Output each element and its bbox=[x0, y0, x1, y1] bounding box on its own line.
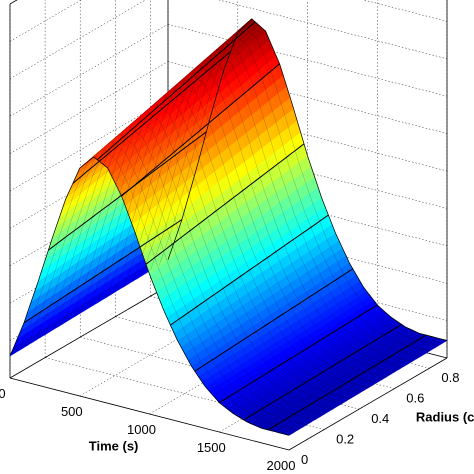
x-tick-label: 0 bbox=[0, 386, 6, 401]
mesh-line-time bbox=[170, 214, 329, 326]
mesh-line-radius bbox=[115, 64, 395, 373]
surface-edge bbox=[9, 156, 290, 436]
mesh-line-radius bbox=[44, 126, 325, 415]
mesh-line-radius bbox=[80, 95, 360, 394]
y-tick-label: 0.6 bbox=[406, 391, 424, 406]
y-tick-label: 0.2 bbox=[336, 432, 354, 447]
mesh-line-radius bbox=[159, 26, 439, 346]
grid-line bbox=[9, 0, 82, 42]
grid-line bbox=[45, 357, 325, 430]
axes-box-edge bbox=[9, 285, 169, 379]
mesh-line-time bbox=[121, 63, 280, 197]
mesh-line-radius bbox=[88, 87, 369, 389]
grid-line bbox=[9, 23, 169, 117]
mesh-line-time bbox=[23, 219, 183, 324]
x-tick-label: 1000 bbox=[127, 422, 156, 437]
mesh-line-time bbox=[243, 323, 402, 421]
mesh-line-radius bbox=[53, 118, 333, 410]
tick-labels: 0 500 1000 1500 2000 0 0.2 0.4 0.6 0.8 bbox=[0, 370, 459, 473]
mesh-line-radius bbox=[97, 79, 377, 383]
y-tick-label: 0.8 bbox=[441, 370, 459, 385]
mesh-line-time bbox=[194, 268, 354, 372]
mesh-line-time bbox=[267, 334, 427, 431]
mesh-line-radius bbox=[18, 149, 298, 431]
y-tick-label: 0 bbox=[301, 452, 308, 467]
grid-line bbox=[9, 61, 169, 154]
mesh-line-radius bbox=[27, 141, 307, 425]
surface-edge bbox=[167, 18, 448, 341]
axes-box-edge bbox=[288, 357, 448, 451]
mesh-line-radius bbox=[150, 33, 430, 352]
grid-line bbox=[167, 23, 448, 97]
mesh-line-time bbox=[145, 143, 305, 265]
y-tick-label: 0.4 bbox=[371, 411, 389, 426]
mesh-line-radius bbox=[36, 133, 316, 420]
y-axis-label: Radius (cm) bbox=[416, 409, 474, 424]
surface-mesh-lines bbox=[9, 18, 448, 436]
mesh-line-radius bbox=[141, 41, 421, 357]
surface bbox=[9, 18, 448, 436]
axes-box-edge bbox=[9, 377, 290, 451]
x-tick-label: 2000 bbox=[267, 458, 296, 473]
mesh-line-radius bbox=[71, 103, 351, 399]
x-axis-label: Time (s) bbox=[89, 438, 139, 453]
grid-line bbox=[9, 0, 146, 80]
x-tick-label: 1500 bbox=[197, 440, 226, 455]
mesh-line-time bbox=[96, 21, 256, 161]
x-tick-label: 500 bbox=[61, 404, 83, 419]
mesh-line-time bbox=[219, 304, 378, 404]
mesh-line-radius bbox=[106, 72, 386, 378]
mesh-line-radius bbox=[62, 110, 342, 404]
grid-line bbox=[9, 98, 169, 192]
mesh-line-radius bbox=[132, 49, 412, 362]
grid-line bbox=[218, 0, 448, 60]
mesh-line-radius bbox=[123, 56, 404, 367]
grid-line bbox=[79, 303, 238, 397]
